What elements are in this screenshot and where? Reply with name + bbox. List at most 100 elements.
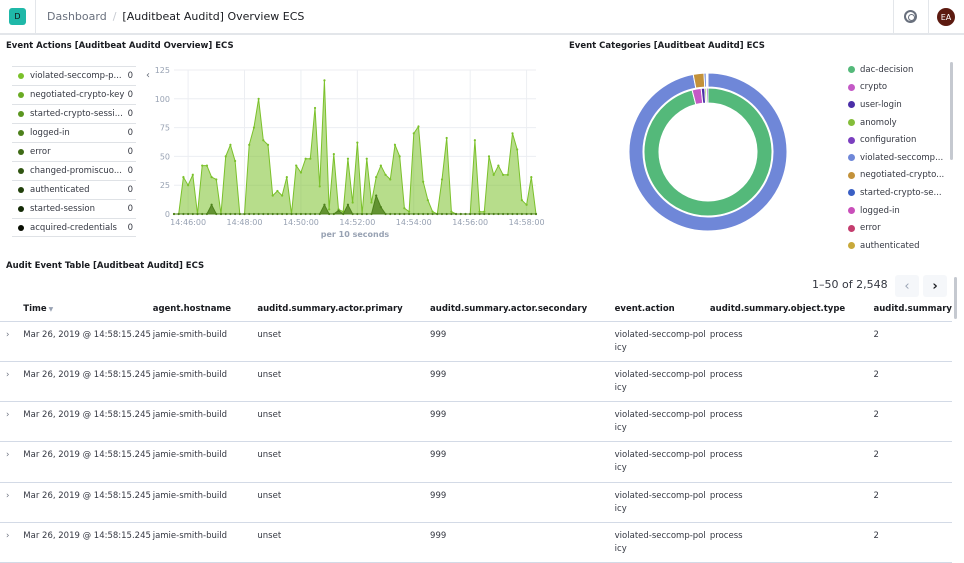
data-point[interactable] xyxy=(319,185,321,187)
data-point[interactable] xyxy=(389,213,391,215)
data-point[interactable] xyxy=(497,213,499,215)
data-point[interactable] xyxy=(276,213,278,215)
expand-row-icon[interactable]: › xyxy=(0,321,23,361)
data-point[interactable] xyxy=(413,213,415,215)
data-point[interactable] xyxy=(309,213,311,215)
data-point[interactable] xyxy=(511,213,513,215)
data-point[interactable] xyxy=(295,213,297,215)
lifebuoy-icon[interactable] xyxy=(904,10,917,23)
expand-row-icon[interactable]: › xyxy=(0,442,23,482)
data-point[interactable] xyxy=(253,127,255,129)
data-point[interactable] xyxy=(206,165,208,167)
data-point[interactable] xyxy=(361,213,363,215)
data-point[interactable] xyxy=(521,213,523,215)
column-header[interactable]: auditd.summary.object.type xyxy=(710,298,874,321)
breadcrumb-dashboard[interactable]: Dashboard xyxy=(47,10,107,23)
data-point[interactable] xyxy=(248,144,250,146)
data-point[interactable] xyxy=(488,155,490,157)
data-point[interactable] xyxy=(182,176,184,178)
data-point[interactable] xyxy=(173,213,175,215)
data-point[interactable] xyxy=(427,199,429,201)
data-point[interactable] xyxy=(446,137,448,139)
data-point[interactable] xyxy=(464,213,466,215)
data-point[interactable] xyxy=(272,194,274,196)
data-point[interactable] xyxy=(417,125,419,127)
legend-item[interactable]: crypto xyxy=(848,79,944,97)
data-point[interactable] xyxy=(286,213,288,215)
data-point[interactable] xyxy=(356,213,358,215)
data-point[interactable] xyxy=(403,213,405,215)
data-point[interactable] xyxy=(319,213,321,215)
data-point[interactable] xyxy=(375,176,377,178)
data-point[interactable] xyxy=(234,213,236,215)
data-point[interactable] xyxy=(248,213,250,215)
data-point[interactable] xyxy=(441,178,443,180)
data-point[interactable] xyxy=(535,213,537,215)
legend-item[interactable]: negotiated-crypto... xyxy=(848,167,944,185)
legend-item[interactable]: user-login xyxy=(848,96,944,114)
data-point[interactable] xyxy=(262,139,264,141)
data-point[interactable] xyxy=(281,213,283,215)
column-header[interactable]: auditd.summary.actor.primary xyxy=(257,298,430,321)
data-point[interactable] xyxy=(290,213,292,215)
legend-item[interactable]: violated-seccomp... xyxy=(848,149,944,167)
data-point[interactable] xyxy=(215,178,217,180)
data-point[interactable] xyxy=(333,213,335,215)
data-point[interactable] xyxy=(521,199,523,201)
data-point[interactable] xyxy=(469,213,471,215)
data-point[interactable] xyxy=(497,165,499,167)
data-point[interactable] xyxy=(525,213,527,215)
data-point[interactable] xyxy=(258,98,260,100)
data-point[interactable] xyxy=(206,213,208,215)
data-point[interactable] xyxy=(507,174,509,176)
data-point[interactable] xyxy=(525,204,527,206)
legend-item[interactable]: violated-seccomp-p...0 xyxy=(12,66,136,85)
sort-icon[interactable]: ▼ xyxy=(49,306,54,313)
data-point[interactable] xyxy=(417,213,419,215)
data-point[interactable] xyxy=(196,213,198,215)
data-point[interactable] xyxy=(450,211,452,213)
data-point[interactable] xyxy=(337,209,339,211)
data-point[interactable] xyxy=(408,211,410,213)
data-point[interactable] xyxy=(309,158,311,160)
data-point[interactable] xyxy=(201,213,203,215)
data-point[interactable] xyxy=(413,132,415,134)
data-point[interactable] xyxy=(408,213,410,215)
expand-row-icon[interactable]: › xyxy=(0,402,23,442)
column-header[interactable]: event.action xyxy=(615,298,710,321)
data-point[interactable] xyxy=(243,213,245,215)
legend-item[interactable]: anomoly xyxy=(848,114,944,132)
data-point[interactable] xyxy=(436,213,438,215)
data-point[interactable] xyxy=(229,144,231,146)
data-point[interactable] xyxy=(352,201,354,203)
data-point[interactable] xyxy=(352,213,354,215)
legend-item[interactable]: started-crypto-sessi...0 xyxy=(12,104,136,123)
data-point[interactable] xyxy=(267,213,269,215)
data-point[interactable] xyxy=(474,139,476,141)
data-point[interactable] xyxy=(450,213,452,215)
data-point[interactable] xyxy=(276,190,278,192)
data-point[interactable] xyxy=(422,181,424,183)
data-point[interactable] xyxy=(483,213,485,215)
data-point[interactable] xyxy=(286,176,288,178)
data-point[interactable] xyxy=(394,213,396,215)
data-point[interactable] xyxy=(399,155,401,157)
data-point[interactable] xyxy=(370,201,372,203)
data-point[interactable] xyxy=(239,213,241,215)
data-point[interactable] xyxy=(502,174,504,176)
data-point[interactable] xyxy=(516,148,518,150)
data-point[interactable] xyxy=(333,153,335,155)
data-point[interactable] xyxy=(225,155,227,157)
column-header[interactable]: agent.hostname xyxy=(153,298,258,321)
inner-slice[interactable] xyxy=(706,88,708,103)
data-point[interactable] xyxy=(366,158,368,160)
column-header[interactable]: Time▼ xyxy=(23,298,152,321)
data-point[interactable] xyxy=(446,213,448,215)
data-point[interactable] xyxy=(403,207,405,209)
app-logo[interactable]: D xyxy=(9,8,26,25)
expand-row-icon[interactable]: › xyxy=(0,482,23,522)
expand-row-icon[interactable]: › xyxy=(0,361,23,401)
